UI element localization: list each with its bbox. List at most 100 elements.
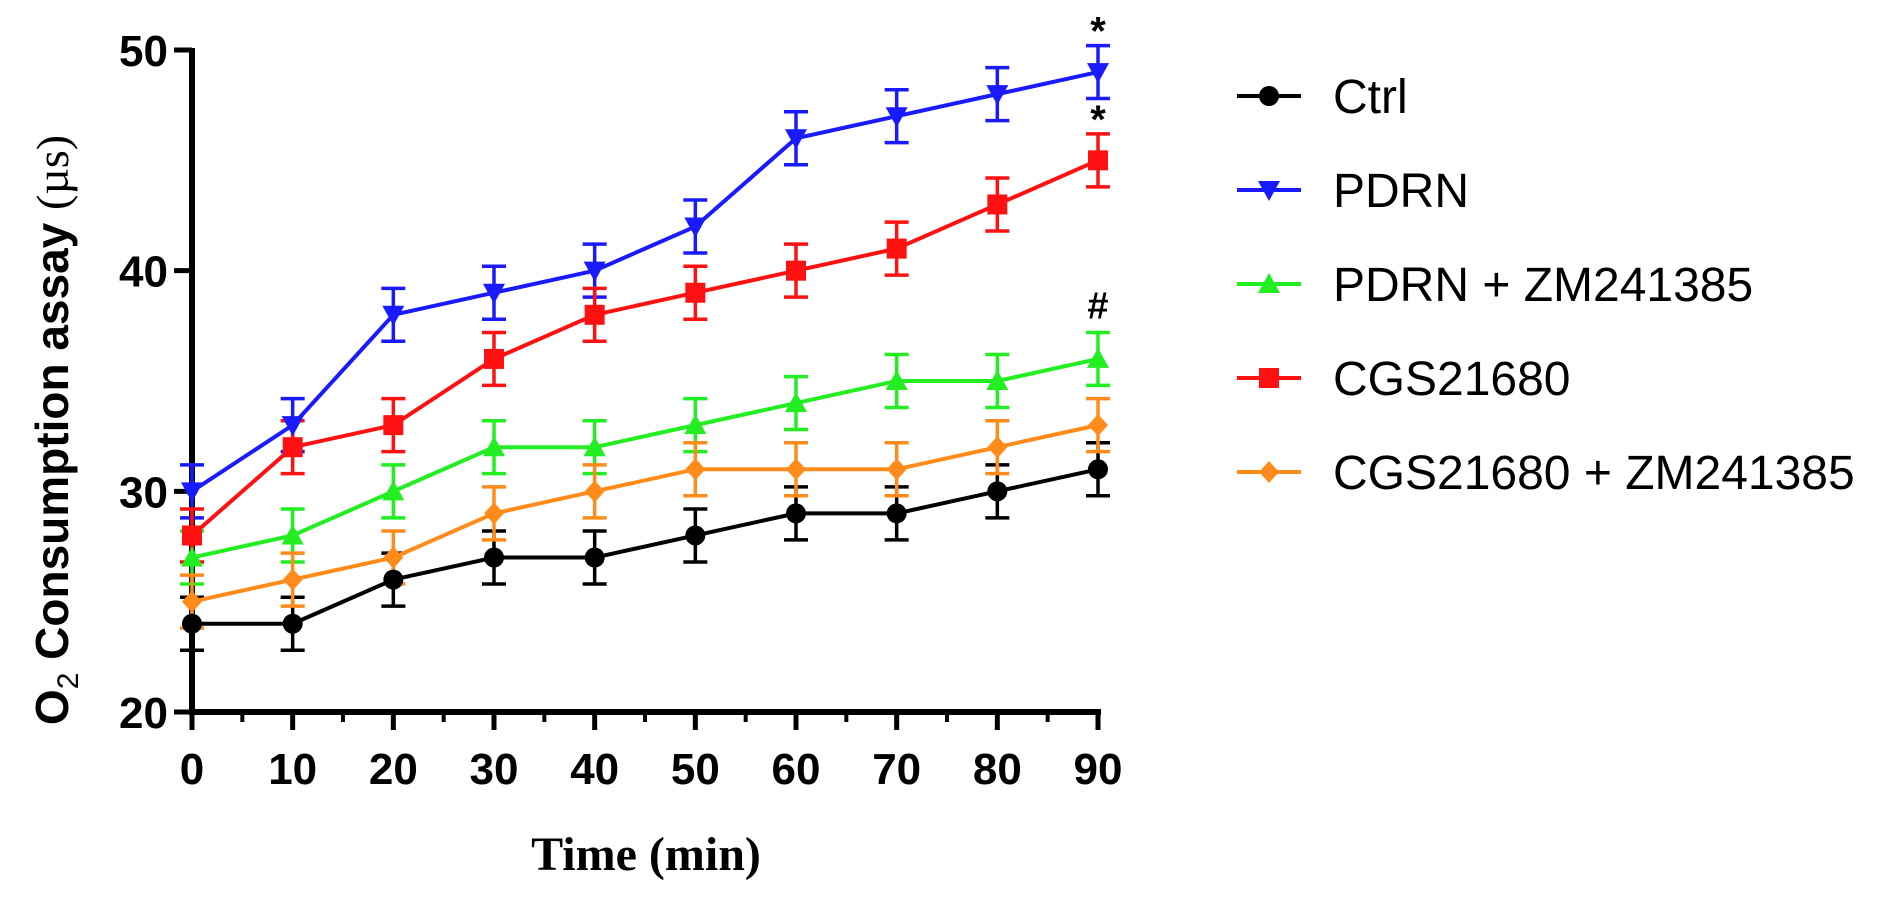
x-tick-label: 40 — [570, 745, 619, 794]
y-tick-label: 40 — [119, 248, 168, 297]
series-line-cgs21680 — [190, 158, 1099, 537]
data-point-pdrn — [986, 85, 1009, 106]
series-lines — [190, 70, 1099, 626]
data-point-ctrl — [1088, 459, 1108, 480]
x-tick-label: 20 — [369, 745, 418, 794]
legend-item-cgs21680: CGS21680 — [1237, 353, 1571, 406]
data-point-pdrn-zm241385 — [281, 524, 304, 545]
x-tick-label: 90 — [1074, 745, 1123, 794]
data-point-cgs21680 — [484, 348, 504, 369]
data-point-cgs21680 — [685, 282, 706, 303]
y-tick-label: 30 — [119, 468, 168, 517]
data-point-ctrl — [786, 503, 806, 524]
x-axis-label: Time (min) — [531, 828, 761, 881]
axes: 0 10 20 30 40 50 60 70 80 90 20 30 40 50 — [119, 27, 1122, 794]
data-point-ctrl — [484, 547, 504, 568]
data-point-pdrn-zm241385 — [1087, 347, 1109, 368]
x-tick-label: 80 — [973, 745, 1022, 794]
y-axis-label-subscript: 2 — [52, 673, 85, 690]
significance-annotation: * — [1090, 10, 1106, 54]
data-point-cgs21680 — [1088, 150, 1108, 171]
data-point-pdrn-zm241385 — [684, 414, 707, 435]
svg-text:O2 Consumption assay (µs): O2 Consumption assay (µs) — [26, 135, 85, 725]
data-point-pdrn-zm241385 — [986, 370, 1009, 390]
data-point-ctrl — [182, 613, 202, 634]
data-point-cgs21680-zm241385 — [685, 458, 706, 481]
data-point-cgs21680-zm241385 — [484, 502, 504, 525]
legend-marker — [1258, 273, 1280, 293]
data-point-pdrn — [785, 129, 807, 150]
legend-item-pdrn-zm241385: PDRN + ZM241385 — [1237, 259, 1753, 312]
y-axis-label-unit: (µs) — [27, 135, 78, 210]
data-point-pdrn — [684, 217, 707, 238]
x-tick-label: 60 — [772, 745, 821, 794]
data-point-pdrn-zm241385 — [181, 546, 203, 567]
data-point-cgs21680 — [383, 415, 404, 436]
data-point-cgs21680-zm241385 — [282, 568, 303, 591]
data-point-pdrn-zm241385 — [483, 436, 505, 457]
data-point-cgs21680-zm241385 — [1088, 414, 1108, 437]
series-line-pdrn-zm241385 — [191, 356, 1099, 560]
data-point-ctrl — [685, 525, 706, 546]
data-point-cgs21680 — [886, 238, 907, 259]
data-point-cgs21680 — [987, 194, 1008, 215]
data-point-pdrn-zm241385 — [785, 392, 807, 413]
data-point-pdrn — [382, 305, 405, 326]
x-tick-label: 10 — [268, 745, 317, 794]
legend-marker — [1259, 86, 1279, 106]
legend-item-ctrl: Ctrl — [1237, 71, 1408, 124]
series-line-ctrl — [192, 467, 1099, 626]
legend-label: Ctrl — [1333, 71, 1408, 124]
x-tick-label: 30 — [470, 745, 519, 794]
data-point-pdrn-zm241385 — [885, 370, 908, 390]
error-bars — [180, 43, 1110, 652]
data-point-cgs21680-zm241385 — [182, 590, 202, 613]
series-markers — [181, 63, 1109, 634]
legend-label: PDRN + ZM241385 — [1333, 259, 1753, 312]
data-point-cgs21680-zm241385 — [987, 436, 1008, 459]
legend-marker — [1259, 368, 1279, 388]
legend-label: CGS21680 — [1333, 353, 1571, 406]
data-point-cgs21680-zm241385 — [584, 480, 605, 503]
legend-marker — [1259, 461, 1279, 483]
data-point-cgs21680 — [786, 260, 806, 281]
data-point-pdrn — [1087, 63, 1109, 84]
legend-item-pdrn: PDRN — [1237, 165, 1469, 218]
x-tick-label: 70 — [872, 745, 921, 794]
data-point-cgs21680 — [182, 525, 202, 546]
significance-annotation: # — [1087, 285, 1108, 327]
y-tick-label: 50 — [119, 27, 168, 76]
y-tick-label: 20 — [119, 689, 168, 738]
x-tick-label: 0 — [180, 745, 204, 794]
y-axis-label: O2 Consumption assay (µs) — [26, 135, 85, 725]
legend-label: PDRN — [1333, 165, 1469, 218]
data-point-cgs21680 — [584, 304, 605, 325]
data-point-pdrn — [181, 482, 203, 503]
series-line-pdrn — [190, 70, 1099, 494]
data-point-pdrn-zm241385 — [382, 480, 405, 501]
x-tick-label: 50 — [671, 745, 720, 794]
legend-marker — [1258, 181, 1280, 201]
legend-label: CGS21680 + ZM241385 — [1333, 447, 1855, 500]
legend: Ctrl PDRN PDRN + ZM241385 CGS21680 CGS21680 … — [1237, 71, 1855, 500]
legend-item-cgs21680-zm241385: CGS21680 + ZM241385 — [1237, 447, 1855, 500]
data-point-ctrl — [584, 547, 605, 568]
data-point-ctrl — [987, 481, 1008, 502]
data-point-cgs21680-zm241385 — [786, 458, 806, 481]
data-point-cgs21680 — [282, 437, 303, 458]
y-axis-label-rest: Consumption assay — [26, 210, 78, 673]
significance-annotation: * — [1090, 98, 1106, 142]
y-axis-label-main: O — [26, 689, 78, 725]
data-point-ctrl — [886, 503, 907, 524]
data-point-pdrn — [885, 107, 908, 128]
data-point-ctrl — [383, 569, 404, 590]
data-point-pdrn — [583, 261, 606, 282]
data-point-pdrn — [483, 283, 505, 304]
data-point-pdrn — [281, 416, 304, 437]
series-line-cgs21680-zm241385 — [191, 423, 1099, 604]
data-point-pdrn-zm241385 — [583, 436, 606, 457]
data-point-cgs21680-zm241385 — [383, 546, 404, 569]
data-point-ctrl — [282, 613, 303, 634]
data-point-cgs21680-zm241385 — [886, 458, 907, 481]
